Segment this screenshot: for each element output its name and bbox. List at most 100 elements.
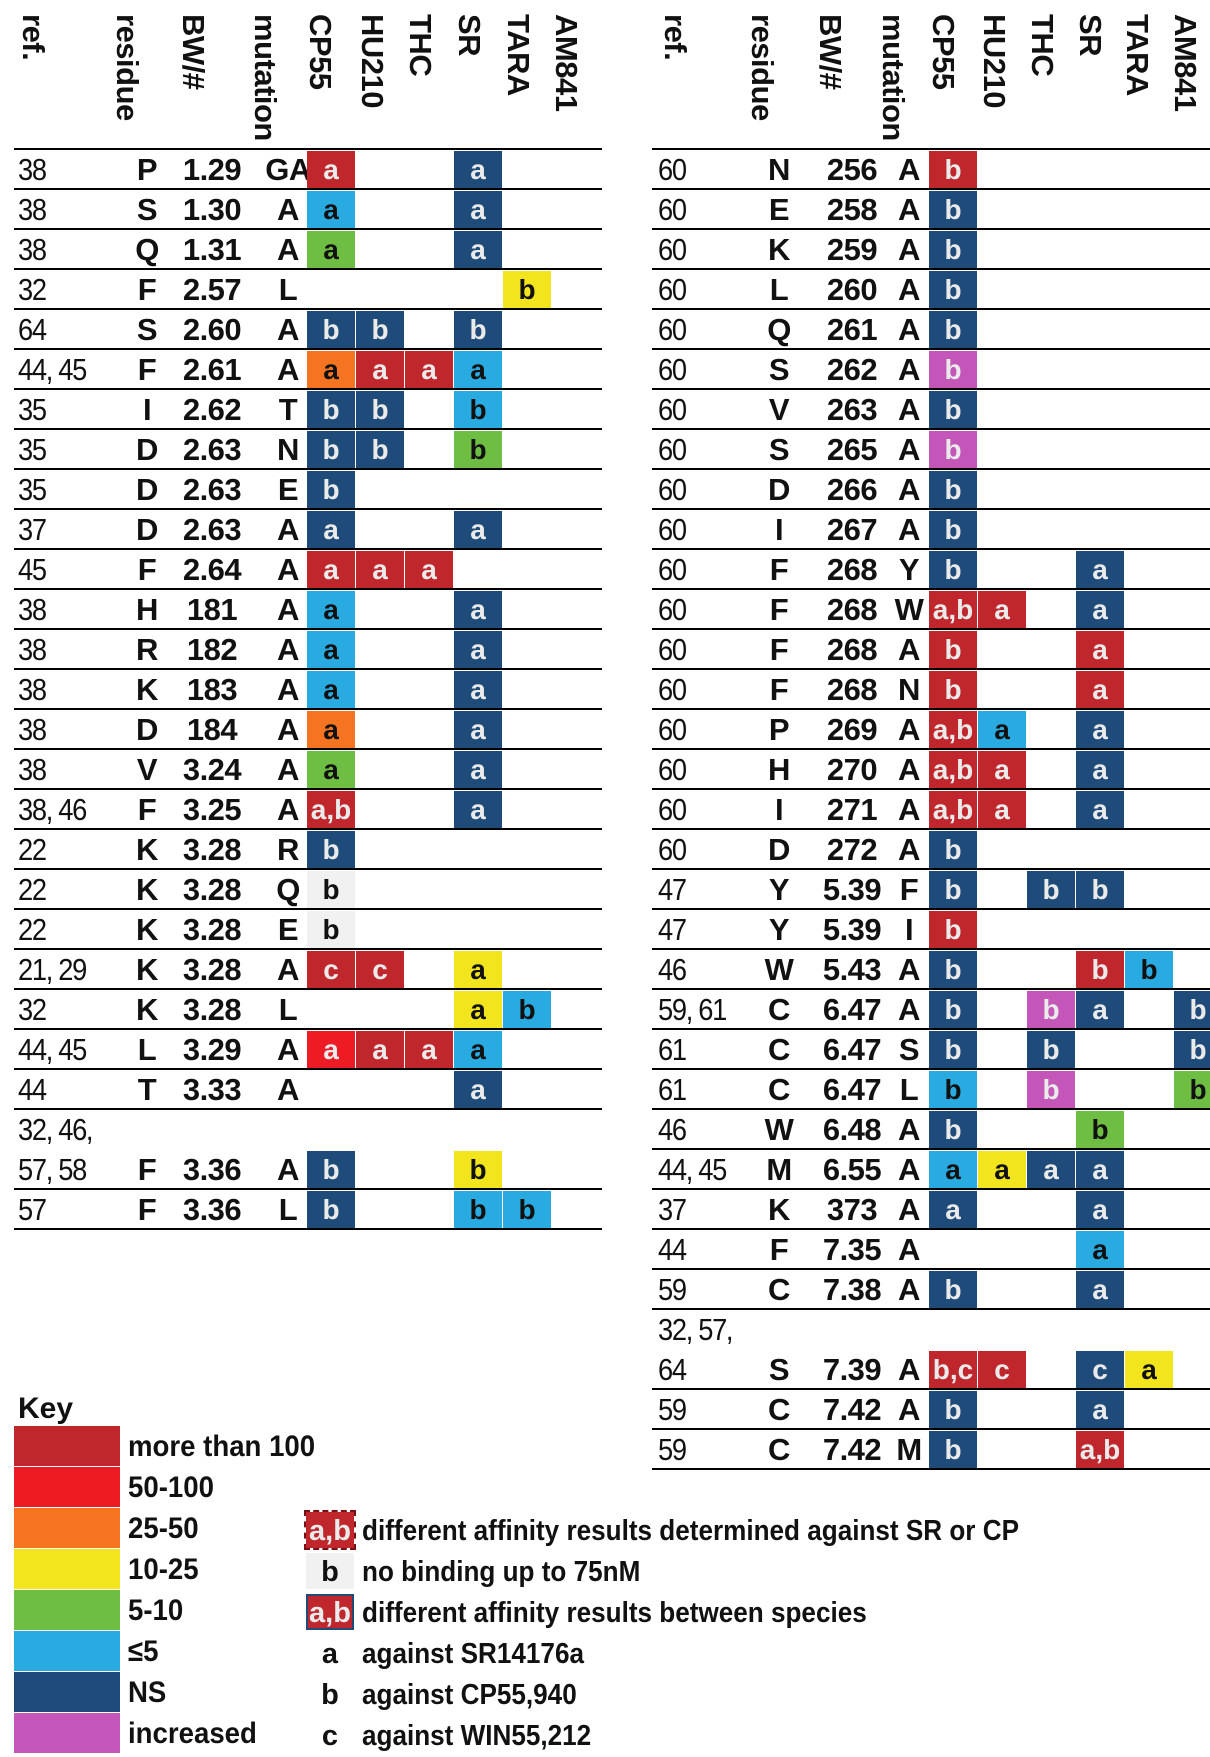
- ref-cell: 59: [658, 1432, 687, 1467]
- residue-cell: S: [136, 192, 158, 227]
- residue-cell: K: [768, 232, 790, 267]
- affinity-cell-sr: a: [454, 591, 502, 628]
- bw-number-cell: 181: [186, 592, 238, 627]
- residue-cell: D: [136, 512, 158, 547]
- affinity-cell-cp55: a: [307, 591, 355, 628]
- residue-cell: C: [768, 992, 790, 1027]
- ref-cell: 60: [658, 552, 687, 587]
- residue-cell: W: [764, 1112, 794, 1147]
- affinity-cell-sr: a: [1076, 791, 1124, 828]
- affinity-cell-cp55: b: [929, 1271, 977, 1308]
- key-swatch: [14, 1549, 120, 1589]
- mutation-cell: A: [898, 1152, 920, 1187]
- ref-cell: 38: [18, 152, 47, 187]
- ref-cell: 47: [658, 872, 687, 907]
- legend-text: different affinity results determined ag…: [362, 1515, 1019, 1547]
- ref-cell: 60: [658, 352, 687, 387]
- affinity-cell-cp55: a: [307, 511, 355, 548]
- residue-cell: S: [768, 432, 790, 467]
- row-rule: [14, 708, 602, 710]
- residue-cell: F: [769, 1232, 789, 1267]
- header-ref: ref.: [658, 14, 693, 61]
- affinity-cell-am841: b: [1174, 1031, 1210, 1068]
- row-rule: [652, 828, 1210, 830]
- affinity-cell-cp55: a: [929, 1191, 977, 1228]
- residue-cell: R: [136, 632, 158, 667]
- ref-cell: 44: [18, 1072, 47, 1107]
- bw-number-cell: 7.42: [822, 1432, 882, 1467]
- row-rule: [652, 668, 1210, 670]
- residue-cell: K: [768, 1192, 790, 1227]
- bw-number-cell: 184: [186, 712, 238, 747]
- ref-cell: 38: [18, 672, 47, 707]
- mutation-cell: A: [277, 312, 299, 347]
- ref-cell: 60: [658, 792, 687, 827]
- mutation-cell: N: [277, 432, 299, 467]
- header-thc: THC: [1025, 14, 1060, 77]
- residue-cell: I: [774, 792, 784, 827]
- affinity-cell-thc: a: [405, 1031, 453, 1068]
- bw-number-cell: 5.43: [822, 952, 882, 987]
- ref-cell: 59, 61: [658, 992, 727, 1027]
- row-rule: [14, 188, 602, 190]
- ref-cell: 61: [658, 1032, 687, 1067]
- residue-cell: F: [137, 1152, 157, 1187]
- header-hu210: HU210: [355, 14, 390, 108]
- legend-text: against WIN55,212: [362, 1720, 592, 1752]
- bw-number-cell: 2.63: [182, 432, 242, 467]
- ref-cell: 32, 57,: [658, 1312, 734, 1347]
- header-am841: AM841: [1168, 14, 1203, 112]
- mutation-cell: A: [277, 632, 299, 667]
- affinity-cell-tara: b: [503, 271, 551, 308]
- residue-cell: C: [768, 1432, 790, 1467]
- residue-cell: F: [137, 1192, 157, 1227]
- residue-cell: Q: [135, 232, 159, 267]
- affinity-cell-cp55: a,b: [929, 751, 977, 788]
- affinity-cell-cp55: b: [307, 1191, 355, 1228]
- ref-cell: 22: [18, 832, 47, 867]
- affinity-cell-cp55: a: [307, 191, 355, 228]
- affinity-cell-sr: a: [454, 671, 502, 708]
- residue-cell: D: [768, 472, 790, 507]
- residue-cell: V: [136, 752, 158, 787]
- affinity-cell-cp55: b: [929, 671, 977, 708]
- bw-number-cell: 268: [826, 632, 878, 667]
- affinity-cell-sr: b: [1076, 871, 1124, 908]
- mutation-cell: L: [278, 272, 298, 307]
- residue-cell: F: [769, 632, 789, 667]
- row-rule: [652, 1308, 1210, 1310]
- mutation-cell: A: [898, 1272, 920, 1307]
- ref-cell: 35: [18, 392, 47, 427]
- affinity-cell-sr: a: [1076, 1231, 1124, 1268]
- mutation-cell: A: [277, 672, 299, 707]
- ref-cell: 57, 58: [18, 1152, 87, 1187]
- bw-number-cell: 263: [826, 392, 878, 427]
- header-bw: BW/#: [176, 14, 211, 90]
- ref-cell: 60: [658, 472, 687, 507]
- legend-text: no binding up to 75nM: [362, 1556, 641, 1588]
- affinity-cell-hu210: b: [356, 431, 404, 468]
- ref-cell: 60: [658, 832, 687, 867]
- bw-number-cell: 271: [826, 792, 878, 827]
- affinity-cell-cp55: a: [307, 631, 355, 668]
- bw-number-cell: 2.61: [182, 352, 242, 387]
